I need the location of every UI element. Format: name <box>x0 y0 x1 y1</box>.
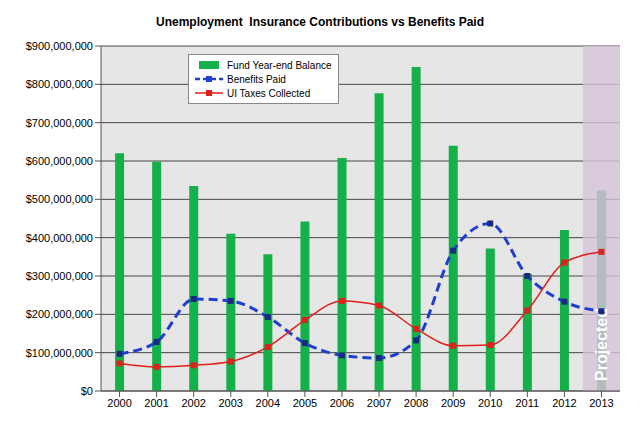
svg-text:2003: 2003 <box>219 397 243 409</box>
svg-text:2013: 2013 <box>589 397 613 409</box>
svg-text:Projected: Projected <box>593 308 610 381</box>
svg-text:2011: 2011 <box>515 397 539 409</box>
svg-text:2002: 2002 <box>181 397 205 409</box>
svg-text:$300,000,000: $300,000,000 <box>26 270 93 282</box>
svg-text:2012: 2012 <box>552 397 576 409</box>
svg-text:2008: 2008 <box>404 397 428 409</box>
svg-text:2005: 2005 <box>293 397 317 409</box>
svg-text:$900,000,000: $900,000,000 <box>26 40 93 52</box>
svg-text:2007: 2007 <box>367 397 391 409</box>
svg-text:2004: 2004 <box>256 397 280 409</box>
svg-text:$700,000,000: $700,000,000 <box>26 117 93 129</box>
svg-text:2001: 2001 <box>144 397 168 409</box>
html-text:Unemployment Insurance Contrib: Unemployment Insurance Contributions vs … <box>156 15 484 29</box>
svg-text:2000: 2000 <box>107 397 131 409</box>
svg-text:$0: $0 <box>81 385 93 397</box>
svg-text:$400,000,000: $400,000,000 <box>26 232 93 244</box>
html-text:Benefits Paid: Benefits Paid <box>227 73 286 85</box>
svg-text:2010: 2010 <box>478 397 502 409</box>
svg-text:$100,000,000: $100,000,000 <box>26 347 93 359</box>
svg-text:$800,000,000: $800,000,000 <box>26 78 93 90</box>
html-text:Fund Year-end Balance: Fund Year-end Balance <box>227 59 332 71</box>
html-text:UI Taxes Collected: UI Taxes Collected <box>227 87 311 99</box>
svg-text:$200,000,000: $200,000,000 <box>26 308 93 320</box>
svg-text:$500,000,000: $500,000,000 <box>26 193 93 205</box>
svg-text:$600,000,000: $600,000,000 <box>26 155 93 167</box>
svg-text:2006: 2006 <box>330 397 354 409</box>
svg-text:2009: 2009 <box>441 397 465 409</box>
